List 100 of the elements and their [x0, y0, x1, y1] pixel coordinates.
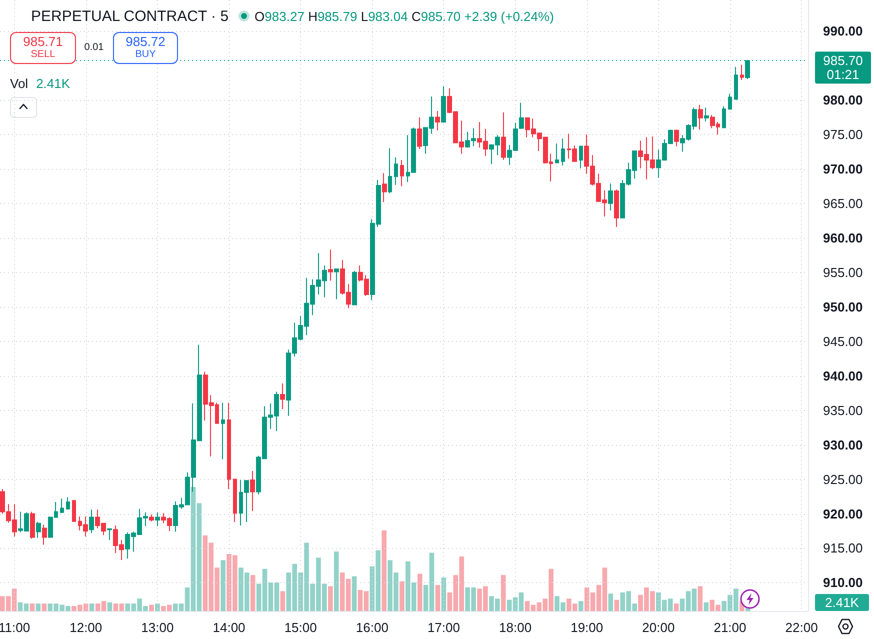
- bar: [280, 591, 286, 611]
- bar: [89, 604, 94, 611]
- y-tick-label: 925.00: [823, 472, 863, 487]
- candlestick: [501, 112, 506, 160]
- y-tick-label: 980.00: [823, 92, 863, 108]
- y-tick-label: 945.00: [823, 334, 863, 349]
- y-tick-label: 960.00: [823, 230, 863, 246]
- bar: [674, 604, 679, 611]
- candlestick: [227, 402, 231, 490]
- bar: [578, 601, 584, 611]
- candlestick: [698, 104, 703, 130]
- candlestick: [328, 249, 333, 282]
- candlestick: [72, 499, 76, 522]
- y-tick-label: 990.00: [823, 24, 863, 39]
- candlestick: [555, 142, 559, 164]
- text: PERPETUAL CONTRACT · 5: [31, 8, 229, 24]
- bar: [614, 600, 620, 611]
- bar: [698, 586, 703, 611]
- y-tick-label: 915.00: [823, 540, 863, 556]
- candlestick: [36, 522, 41, 538]
- annotation: 985.72: [124, 34, 166, 49]
- annotation: BUY: [134, 49, 157, 61]
- y-tick-label: 930.00: [823, 437, 863, 452]
- bar: [334, 551, 339, 611]
- x-tick-label: 21:00: [714, 620, 746, 635]
- y-tick-label: 975.00: [823, 126, 863, 142]
- x-tick-label: 16:00: [356, 620, 388, 635]
- x-tick-label: 14:00: [212, 620, 246, 635]
- candlestick: [42, 524, 47, 546]
- annotation: 0.01: [83, 42, 105, 53]
- bar: [250, 575, 256, 611]
- candlestick: [734, 66, 738, 100]
- bar: [417, 574, 422, 611]
- y-tick-label: 965.00: [823, 196, 863, 211]
- bar: [30, 604, 35, 611]
- candlestick: [579, 146, 583, 169]
- y-tick-label: 950.00: [823, 299, 863, 314]
- candlestick: [417, 116, 422, 150]
- candlestick: [674, 129, 679, 147]
- x-tick-label: 12:00: [70, 620, 102, 635]
- candlestick: [435, 110, 440, 131]
- annotation: 2.41K: [36, 76, 70, 90]
- candlestick: [400, 159, 404, 187]
- candlestick: [722, 106, 726, 129]
- candlestick: [394, 156, 398, 186]
- candlestick: [704, 107, 709, 122]
- candlestick: [89, 509, 94, 534]
- x-tick-label: 18:00: [499, 620, 532, 635]
- bar: [435, 584, 440, 611]
- candlestick: [155, 512, 160, 527]
- text: O983.27 H985.79 L983.04 C985.70 +2.39 (+0.24%): [254, 8, 554, 24]
- candlestick: [149, 514, 154, 522]
- ref-line-label: 985.70: [823, 53, 863, 68]
- candlestick: [441, 86, 446, 124]
- bar: [149, 604, 154, 611]
- chart-title: Vol: [10, 76, 28, 90]
- text: 2.41K: [815, 594, 869, 611]
- bar: [400, 581, 404, 611]
- candlestick: [30, 511, 35, 540]
- x-tick-label: 13:00: [141, 620, 174, 635]
- candlestick: [107, 528, 112, 540]
- x-tick-label: 20:00: [642, 620, 675, 635]
- bar: [155, 604, 160, 611]
- bar: [107, 602, 112, 611]
- candlestick: [561, 138, 565, 166]
- bar: [500, 575, 506, 611]
- bar: [328, 586, 333, 611]
- candlestick: [233, 478, 237, 523]
- candlestick: [250, 470, 255, 512]
- bar: [704, 602, 709, 611]
- candlestick: [728, 93, 732, 110]
- buy-button: 985.72 BUY: [113, 32, 178, 64]
- candlestick: [614, 189, 619, 228]
- text: 01:21: [826, 67, 860, 82]
- sell-button: 985.71 SELL: [10, 32, 76, 64]
- x-tick-label: 22:00: [785, 620, 818, 635]
- bar: [608, 594, 614, 611]
- candlestick: [740, 64, 744, 80]
- x-tick-label: 15:00: [284, 620, 317, 635]
- candlestick: [608, 182, 613, 211]
- candlestick: [66, 496, 70, 510]
- x-tick-label: 17:00: [427, 620, 460, 635]
- x-tick-label: 19:00: [570, 620, 604, 635]
- y-tick-label: 920.00: [823, 506, 863, 522]
- candlestick: [388, 148, 392, 194]
- candlestick: [280, 382, 285, 410]
- y-tick-label: 935.00: [823, 402, 863, 418]
- candlestick: [221, 402, 225, 460]
- candlestick: [334, 268, 339, 300]
- y-tick-label: 970.00: [823, 161, 863, 176]
- y-tick-label: 910.00: [823, 575, 863, 590]
- y-tick-label: 955.00: [823, 264, 863, 280]
- bar: [42, 604, 47, 611]
- annotation: 985.71: [22, 34, 64, 49]
- bar: [220, 560, 226, 611]
- annotation: SELL: [30, 49, 56, 61]
- y-tick-label: 940.00: [823, 368, 863, 384]
- bar: [352, 576, 357, 611]
- bar: [36, 604, 41, 611]
- candlestick: [352, 270, 357, 306]
